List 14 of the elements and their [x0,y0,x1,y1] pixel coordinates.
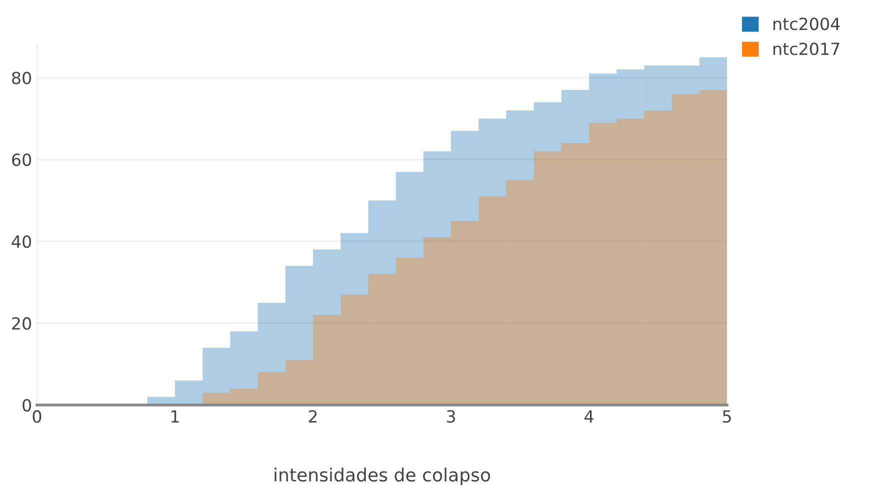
y-tick-label: 80 [12,72,32,84]
y-tick-label: 0 [22,398,32,412]
x-tick-label: 4 [584,410,594,423]
x-tick-label: 2 [308,410,317,423]
legend-label: ntc2004 [774,18,840,30]
x-tick-label: 3 [446,410,455,423]
y-tick-label: 20 [12,317,32,330]
legend-label: ntc2017 [774,42,840,56]
y-tick-label: 60 [12,154,32,166]
x-axis-title: intensidades de colapso [274,468,490,486]
x-tick-label: 1 [172,410,179,423]
x-tick-label: 5 [722,410,731,423]
x-tick-label: 0 [32,410,42,423]
y-tick-label: 40 [12,235,32,248]
